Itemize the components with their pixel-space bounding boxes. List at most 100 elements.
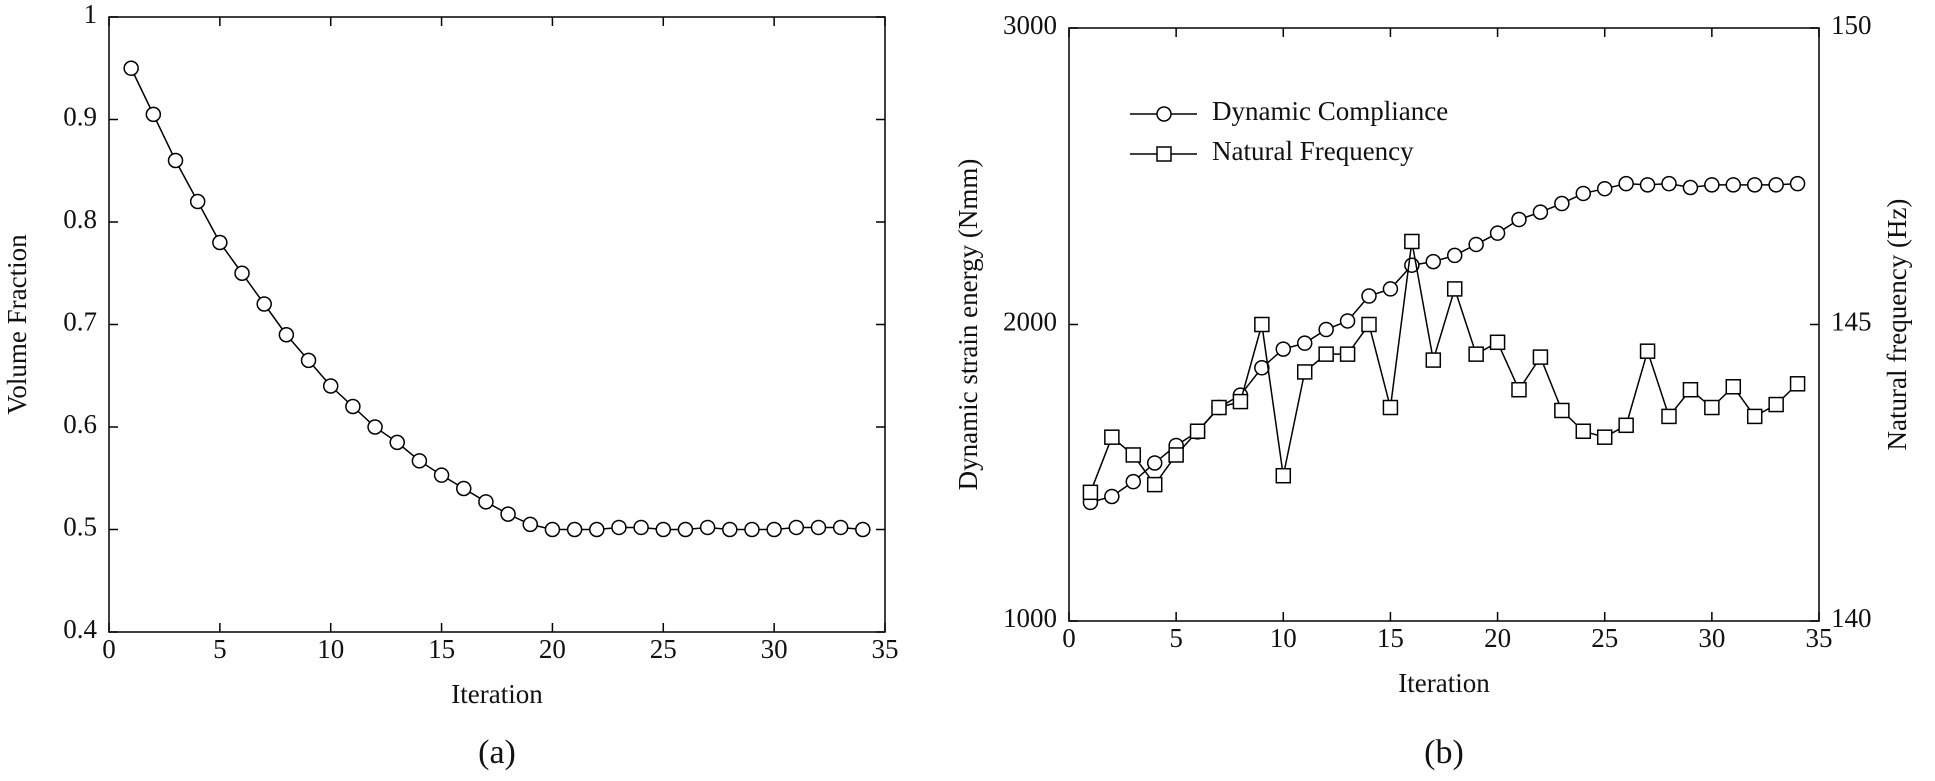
x-tick-label: 35: [872, 634, 899, 664]
y-axis-label: Volume Fraction: [2, 234, 32, 415]
marker: [566, 521, 583, 538]
y-tick-label: 0.8: [63, 204, 97, 234]
x-tick-label: 25: [1591, 623, 1618, 653]
x-tick-label: 15: [428, 634, 455, 664]
marker: [1318, 346, 1334, 362]
x-tick-label: 25: [650, 634, 677, 664]
marker: [1575, 423, 1592, 439]
marker: [1511, 381, 1527, 398]
marker: [1746, 177, 1763, 193]
y2-axis-label: Natural frequency (Hz): [1882, 199, 1912, 451]
y-tick-label: 3000: [1003, 10, 1057, 40]
marker: [522, 516, 539, 533]
marker: [1532, 204, 1549, 220]
subplot-caption: (b): [1424, 734, 1464, 771]
marker: [189, 193, 206, 210]
legend-label: Natural Frequency: [1212, 136, 1414, 166]
marker: [1339, 346, 1356, 362]
marker: [1146, 455, 1163, 471]
marker: [1554, 195, 1570, 212]
x-axis-label: Iteration: [451, 679, 543, 709]
marker: [1125, 473, 1142, 490]
marker: [810, 519, 827, 536]
marker: [300, 352, 317, 369]
marker: [167, 152, 184, 169]
marker: [1082, 484, 1099, 501]
marker: [1554, 402, 1570, 419]
marker: [1125, 447, 1142, 463]
y-tick-label: 0.4: [63, 614, 97, 644]
marker: [389, 434, 405, 451]
marker: [1468, 346, 1484, 362]
marker: [1768, 396, 1784, 413]
marker: [1104, 488, 1120, 505]
marker: [1168, 447, 1184, 463]
marker: [145, 106, 162, 123]
marker: [1661, 408, 1677, 425]
marker: [633, 519, 649, 536]
marker: [1489, 225, 1506, 241]
y-tick-label: 0.9: [63, 102, 97, 132]
marker: [589, 521, 605, 538]
marker: [500, 506, 516, 522]
marker: [1211, 399, 1227, 416]
x-tick-label: 10: [317, 634, 344, 664]
y2-tick-label: 145: [1831, 307, 1872, 337]
marker: [1618, 175, 1634, 192]
marker: [1725, 379, 1742, 395]
x-tick-label: 0: [102, 634, 116, 664]
marker: [1446, 247, 1463, 264]
marker: [455, 480, 472, 497]
subplot: 0 5 10 15 20 25 30 35 1000 2000 3000 140 145 150 Itera…: [953, 10, 1912, 771]
series-line: [1090, 182, 1798, 504]
x-tick-label: 15: [1377, 623, 1404, 653]
marker: [855, 521, 871, 538]
marker: [1446, 281, 1463, 297]
marker: [1404, 233, 1420, 250]
marker: [1382, 281, 1399, 297]
marker: [345, 398, 361, 415]
marker: [832, 519, 849, 536]
marker: [1296, 335, 1313, 351]
marker: [1361, 288, 1377, 304]
marker: [1661, 175, 1677, 192]
marker: [367, 419, 383, 435]
marker: [411, 453, 428, 469]
marker: [123, 60, 139, 76]
subplot: 0 5 10 15 20 25 30 35 0.4 0.5 0.6 0.7 0.8 0.9 1 Iterati…: [2, 0, 898, 771]
marker: [1682, 381, 1699, 398]
y2-tick-label: 150: [1831, 10, 1872, 40]
marker: [1296, 364, 1313, 380]
marker: [1704, 399, 1720, 416]
x-tick-label: 10: [1270, 623, 1297, 653]
marker: [1575, 185, 1592, 202]
marker: [1468, 236, 1484, 253]
x-tick-label: 5: [1169, 623, 1183, 653]
marker: [1425, 253, 1442, 270]
marker: [1489, 334, 1506, 351]
marker: [1146, 476, 1163, 493]
x-tick-label: 0: [1062, 623, 1076, 653]
legend-marker: [1156, 146, 1172, 162]
y-tick-label: 0.5: [63, 512, 97, 542]
marker: [744, 521, 760, 538]
marker: [1789, 376, 1806, 392]
y-tick-label: 0.6: [63, 409, 97, 439]
x-tick-label: 35: [1806, 623, 1833, 653]
marker: [1639, 343, 1656, 359]
marker: [1639, 177, 1656, 193]
subplot-caption: (a): [478, 734, 516, 771]
x-axis-label: Iteration: [1398, 668, 1490, 698]
marker: [234, 265, 250, 281]
marker: [1425, 352, 1442, 368]
marker: [1704, 177, 1720, 193]
marker: [1768, 177, 1784, 193]
marker: [1318, 321, 1334, 338]
marker: [1682, 179, 1699, 196]
marker: [1746, 408, 1763, 425]
marker: [278, 327, 295, 343]
marker: [1232, 393, 1249, 410]
marker: [1254, 360, 1270, 376]
y-axis-label: Dynamic strain energy (Nmm): [953, 159, 983, 491]
